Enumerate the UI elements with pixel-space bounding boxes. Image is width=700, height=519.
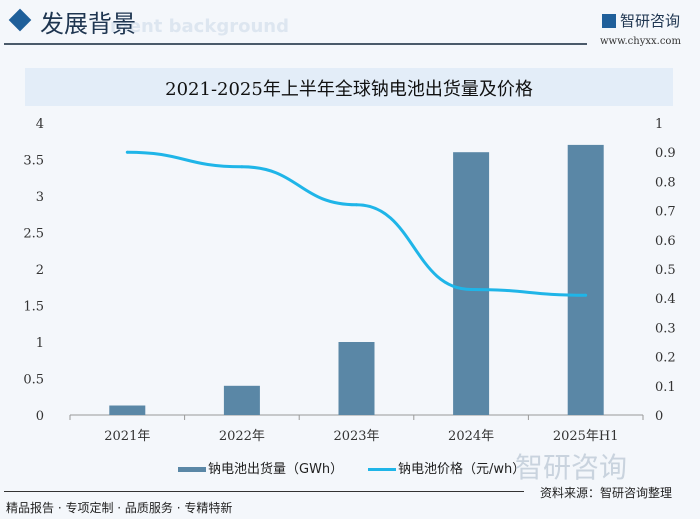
chart-title-band: 2021-2025年上半年全球钠电池出货量及价格 bbox=[25, 68, 673, 106]
y-right-tick-label: 1 bbox=[655, 117, 663, 132]
chart-title: 2021-2025年上半年全球钠电池出货量及价格 bbox=[165, 79, 533, 100]
y-left-tick-label: 4 bbox=[36, 117, 44, 132]
y-right-tick-label: 0.4 bbox=[655, 292, 676, 307]
x-tick-label: 2023年 bbox=[333, 429, 379, 444]
legend-swatch-bar bbox=[178, 467, 206, 472]
y-right-tick-label: 0.6 bbox=[655, 234, 676, 249]
y-right-tick-label: 0.5 bbox=[655, 263, 676, 278]
y-right-tick-label: 0.3 bbox=[655, 321, 676, 336]
y-right-tick-label: 0 bbox=[655, 409, 663, 424]
watermark: 智研咨询 bbox=[515, 451, 628, 484]
bar bbox=[567, 144, 604, 415]
price-point bbox=[125, 150, 129, 154]
header: ment background 发展背景 智研咨询 www.chyxx.com bbox=[0, 0, 700, 50]
y-right-tick-label: 0.7 bbox=[655, 205, 676, 220]
bar bbox=[453, 152, 490, 415]
x-tick-label: 2024年 bbox=[448, 429, 494, 444]
y-left-tick-label: 3 bbox=[36, 190, 44, 205]
y-left-tick-label: 2.5 bbox=[23, 227, 44, 242]
price-point bbox=[240, 165, 244, 169]
y-left-tick-label: 1.5 bbox=[23, 300, 44, 315]
legend-label: 钠电池价格（元/wh） bbox=[398, 462, 526, 477]
header-divider bbox=[4, 43, 587, 45]
price-line bbox=[127, 150, 586, 297]
brand-logo: 智研咨询 bbox=[602, 10, 680, 31]
x-tick-label: 2022年 bbox=[219, 429, 265, 444]
price-point bbox=[584, 293, 588, 297]
source-note: 资料来源：智研咨询整理 bbox=[540, 486, 673, 500]
x-tick-label: 2021年 bbox=[104, 429, 150, 444]
logo-icon bbox=[602, 14, 616, 28]
y-right-tick-label: 0.1 bbox=[655, 380, 676, 395]
y-left-tick-label: 0 bbox=[36, 409, 44, 424]
legend-item-line: 钠电池价格（元/wh） bbox=[368, 458, 525, 477]
y-right-tick-label: 0.2 bbox=[655, 351, 676, 366]
header-subtitle: ment background bbox=[110, 16, 289, 37]
x-tick-label: 2025年H1 bbox=[553, 429, 619, 444]
y-right-tick-label: 0.9 bbox=[655, 146, 676, 161]
brand-name: 智研咨询 bbox=[620, 12, 681, 30]
y-left-tick-label: 3.5 bbox=[23, 154, 44, 169]
bar bbox=[223, 385, 260, 415]
price-point bbox=[355, 203, 358, 207]
bar bbox=[338, 342, 375, 415]
footer-slogan: 精品报告 · 专项定制 · 品质服务 · 专精特新 bbox=[6, 501, 233, 515]
y-left-tick-label: 1 bbox=[36, 336, 44, 351]
legend-swatch-line bbox=[368, 468, 396, 471]
legend-item-bar: 钠电池出货量（GWh） bbox=[178, 458, 343, 477]
price-point bbox=[469, 287, 473, 291]
header-title: 发展背景 bbox=[40, 10, 136, 38]
legend-label: 钠电池出货量（GWh） bbox=[208, 462, 344, 477]
y-left-tick-label: 0.5 bbox=[23, 373, 44, 388]
footer-divider bbox=[4, 491, 524, 492]
y-right-tick-label: 0.8 bbox=[655, 175, 676, 190]
brand-url: www.chyxx.com bbox=[600, 36, 681, 47]
bar bbox=[109, 405, 146, 415]
y-left-tick-label: 2 bbox=[36, 263, 44, 278]
